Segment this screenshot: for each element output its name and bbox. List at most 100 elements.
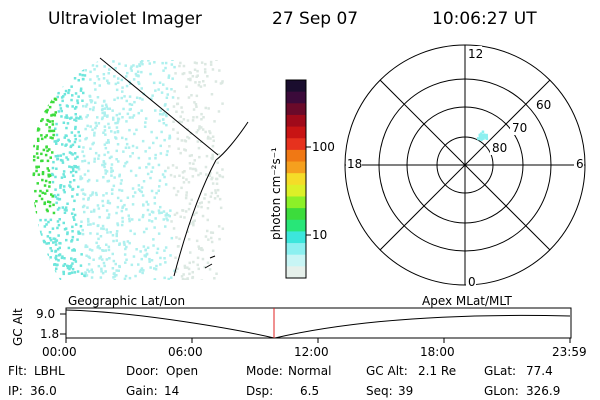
timeline-left-heading: Geographic Lat/Lon bbox=[68, 294, 185, 308]
image-pixel bbox=[75, 105, 78, 109]
image-pixel bbox=[92, 106, 95, 109]
image-pixel bbox=[206, 137, 210, 140]
image-pixel bbox=[97, 224, 100, 227]
image-pixel bbox=[71, 262, 74, 265]
image-pixel bbox=[191, 119, 195, 122]
image-pixel bbox=[149, 72, 152, 76]
image-pixel bbox=[186, 128, 189, 131]
image-pixel bbox=[204, 165, 208, 169]
image-pixel bbox=[137, 111, 140, 115]
image-pixel bbox=[180, 186, 183, 190]
status-door-label: Door: bbox=[126, 364, 159, 378]
image-pixel bbox=[136, 70, 140, 73]
image-pixel bbox=[77, 95, 80, 98]
lat-label-70: 70 bbox=[512, 121, 527, 135]
image-pixel bbox=[176, 102, 180, 105]
image-pixel bbox=[40, 233, 43, 236]
image-pixel bbox=[139, 250, 142, 253]
timeline-axis-label: GC Alt bbox=[11, 308, 25, 346]
image-pixel bbox=[71, 235, 75, 239]
image-pixel bbox=[113, 275, 117, 278]
image-pixel bbox=[45, 146, 48, 149]
image-pixel bbox=[137, 82, 141, 86]
image-pixel bbox=[101, 111, 104, 115]
image-pixel bbox=[202, 116, 205, 119]
image-pixel bbox=[34, 60, 37, 61]
status-seq-value: 39 bbox=[398, 384, 413, 398]
image-pixel bbox=[211, 231, 215, 234]
image-pixel bbox=[83, 74, 87, 77]
image-pixel bbox=[53, 275, 56, 278]
image-pixel bbox=[74, 119, 78, 122]
image-pixel bbox=[103, 107, 107, 110]
image-pixel bbox=[201, 214, 205, 218]
image-pixel bbox=[43, 184, 47, 187]
image-pixel bbox=[87, 196, 90, 200]
image-pixel bbox=[115, 149, 118, 153]
altitude-curve bbox=[65, 309, 571, 339]
image-pixel bbox=[55, 254, 58, 258]
image-pixel bbox=[114, 121, 117, 125]
image-pixel bbox=[97, 264, 101, 268]
image-pixel bbox=[159, 205, 162, 209]
image-pixel bbox=[76, 101, 80, 105]
image-pixel bbox=[95, 193, 98, 197]
image-pixel bbox=[58, 241, 61, 245]
image-pixel bbox=[70, 85, 73, 88]
image-pixel bbox=[67, 72, 71, 75]
image-pixel bbox=[188, 154, 192, 158]
image-pixel bbox=[68, 140, 71, 143]
image-pixel bbox=[125, 99, 128, 103]
image-pixel bbox=[40, 257, 44, 260]
image-pixel bbox=[94, 126, 97, 130]
image-pixel bbox=[37, 165, 40, 169]
image-pixel bbox=[49, 156, 52, 159]
image-pixel bbox=[62, 152, 65, 156]
image-pixel bbox=[73, 218, 76, 221]
image-pixel bbox=[79, 264, 83, 267]
image-pixel bbox=[86, 180, 90, 183]
status-seq-label: Seq: bbox=[366, 384, 393, 398]
image-pixel bbox=[152, 244, 155, 247]
image-pixel bbox=[157, 163, 161, 167]
image-pixel bbox=[153, 226, 156, 229]
image-pixel bbox=[54, 256, 57, 260]
image-pixel bbox=[139, 189, 142, 193]
image-pixel bbox=[35, 109, 38, 112]
image-pixel bbox=[84, 245, 87, 249]
image-pixel bbox=[110, 174, 113, 177]
image-pixel bbox=[162, 83, 165, 86]
image-pixel bbox=[158, 119, 161, 123]
image-pixel bbox=[79, 177, 82, 181]
image-pixel bbox=[207, 107, 210, 110]
image-pixel bbox=[122, 241, 126, 245]
image-pixel bbox=[43, 60, 46, 62]
image-pixel bbox=[208, 268, 212, 271]
image-pixel bbox=[64, 89, 68, 93]
image-pixel bbox=[118, 265, 121, 269]
image-pixel bbox=[107, 213, 111, 216]
image-pixel bbox=[150, 97, 153, 100]
image-pixel bbox=[173, 175, 176, 178]
image-pixel bbox=[144, 150, 147, 153]
image-pixel bbox=[115, 137, 118, 140]
image-pixel bbox=[178, 64, 181, 68]
image-pixel bbox=[100, 108, 104, 112]
image-pixel bbox=[131, 187, 135, 190]
image-pixel bbox=[58, 65, 61, 69]
image-pixel bbox=[74, 127, 77, 130]
image-pixel bbox=[46, 235, 50, 238]
image-pixel bbox=[164, 183, 168, 186]
image-pixel bbox=[157, 189, 160, 192]
image-pixel bbox=[130, 65, 133, 68]
image-pixel bbox=[94, 151, 98, 155]
image-pixel bbox=[67, 89, 71, 92]
image-pixel bbox=[209, 63, 213, 66]
image-pixel bbox=[95, 179, 99, 182]
image-pixel bbox=[190, 94, 193, 97]
image-pixel bbox=[215, 177, 219, 181]
image-pixel bbox=[185, 178, 188, 181]
timeline-frame bbox=[65, 307, 572, 339]
image-pixel bbox=[51, 123, 55, 126]
image-pixel bbox=[155, 136, 158, 140]
